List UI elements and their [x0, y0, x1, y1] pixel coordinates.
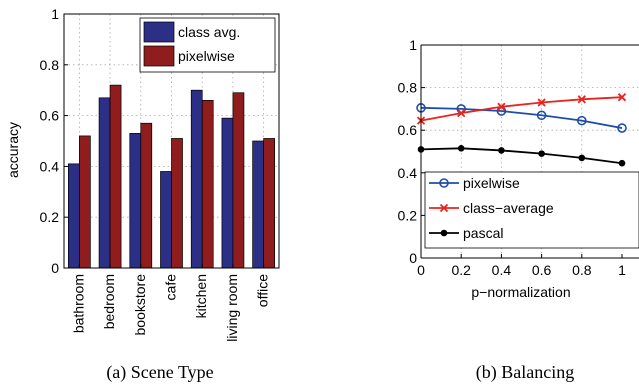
data-point-0-4 — [576, 115, 587, 126]
legend-label: pascal — [463, 225, 503, 241]
legend-marker-0 — [439, 178, 449, 188]
y-ticks-a: 0 0.2 0.4 0.6 0.8 1 — [40, 6, 68, 276]
bar-1-5 — [232, 92, 245, 269]
legend-label: class avg. — [178, 24, 240, 40]
y-tick-label: 0.8 — [398, 80, 418, 96]
x-axis-label-b: p−normalization — [471, 284, 570, 300]
x-tick-label: kitchen — [193, 274, 209, 318]
x-tick-label: 0.8 — [572, 262, 592, 278]
bar-0-0 — [68, 163, 80, 269]
x-tick-label: bedroom — [101, 274, 117, 329]
x-tick-label: 1 — [618, 262, 626, 278]
bar-0-1 — [98, 97, 111, 269]
panel-scene-type: 0 0.2 0.4 0.6 0.8 1 bathroom bedroom bookstore c… — [5, 6, 280, 383]
x-tick-label: 0.2 — [451, 262, 471, 278]
series-line-0 — [420, 106, 623, 129]
legend-box — [424, 171, 639, 249]
data-point-2-2 — [498, 147, 505, 154]
y-axis-label-a: accuracy — [5, 122, 21, 178]
data-point-1-5 — [617, 93, 627, 102]
data-point-0-3 — [536, 110, 547, 121]
data-point-2-4 — [578, 154, 586, 162]
caption-a: (a) Scene Type — [106, 362, 213, 383]
series-line-1 — [420, 96, 623, 122]
legend-swatch-0 — [143, 21, 175, 43]
y-tick-label: 0 — [51, 260, 59, 276]
y-tick-label: 0 — [409, 250, 417, 266]
legend-label: class−average — [463, 200, 554, 216]
legend-a: class avg. pixelwise — [139, 17, 276, 73]
y-tick-label: 0.2 — [398, 207, 418, 223]
legend-swatch-1 — [143, 45, 175, 67]
lines-b — [416, 93, 627, 167]
y-tick-label: 0.6 — [398, 122, 418, 138]
x-tick-label: cafe — [163, 274, 179, 301]
y-tick-label: 1 — [409, 37, 417, 53]
data-point-0-5 — [617, 123, 627, 133]
x-tick-label: office — [255, 274, 271, 307]
legend-label: pixelwise — [463, 175, 520, 191]
bar-1-3 — [171, 138, 183, 269]
bar-0-2 — [129, 133, 142, 269]
series-line-2 — [420, 147, 623, 165]
data-point-2-5 — [618, 159, 626, 167]
y-tick-label: 0.4 — [40, 158, 60, 174]
y-tick-label: 0.6 — [40, 108, 60, 124]
y-tick-label: 0.8 — [40, 57, 60, 73]
bar-0-5 — [221, 117, 234, 269]
legend-b: pixelwise class−average pascal — [424, 171, 639, 249]
y-tick-label: 0.4 — [398, 165, 418, 181]
legend-marker-1 — [439, 203, 449, 213]
data-point-2-3 — [538, 150, 545, 157]
bar-0-6 — [252, 140, 264, 269]
bar-0-4 — [190, 89, 203, 269]
data-point-1-3 — [537, 98, 546, 107]
bar-1-4 — [201, 100, 214, 269]
bar-1-2 — [140, 122, 153, 269]
data-point-1-4 — [577, 95, 586, 104]
x-tick-label: 0.4 — [492, 262, 512, 278]
data-point-1-1 — [457, 109, 466, 118]
y-tick-label: 1 — [51, 6, 59, 22]
legend-marker-2 — [440, 229, 448, 237]
legend-label: pixelwise — [178, 48, 235, 64]
bar-1-6 — [263, 138, 275, 269]
data-point-2-1 — [457, 145, 465, 152]
panel-balancing: 0 0.2 0.4 0.6 0.8 1 0 0.2 0.4 0.6 0.8 1 p−normaliz… — [398, 37, 639, 383]
y-ticks-b: 0 0.2 0.4 0.6 0.8 1 — [398, 37, 425, 266]
bar-1-0 — [79, 135, 91, 269]
x-tick-label: 0 — [417, 262, 425, 278]
x-tick-label: bookstore — [132, 274, 148, 336]
data-point-1-2 — [497, 102, 506, 111]
caption-b: (b) Balancing — [476, 362, 574, 383]
x-tick-label: living room — [224, 274, 240, 342]
y-tick-label: 0.2 — [40, 209, 60, 225]
x-tick-label: 0.6 — [532, 262, 552, 278]
axes-frame-b — [420, 44, 639, 259]
bars-a — [68, 84, 275, 269]
bar-1-1 — [109, 84, 122, 269]
x-tick-label: bathroom — [70, 274, 86, 333]
x-ticks-a: bathroom bedroom bookstore cafe kitchen livin… — [70, 264, 271, 342]
bar-0-3 — [160, 171, 172, 269]
x-ticks-b: 0 0.2 0.4 0.6 0.8 1 — [417, 254, 626, 278]
